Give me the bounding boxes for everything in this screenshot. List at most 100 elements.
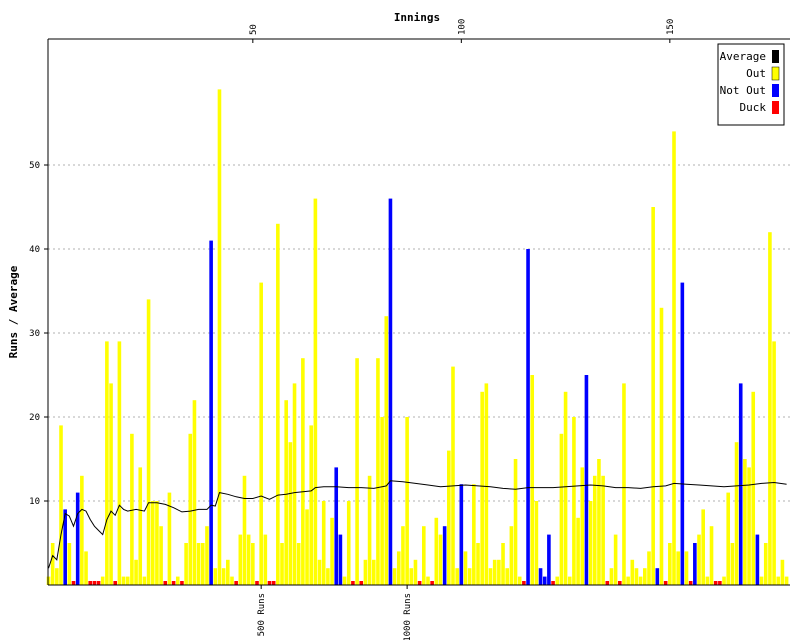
y-axis-title: Runs / Average [7,265,20,358]
out-bar [784,576,789,585]
out-bar [217,89,222,586]
out-bar [155,501,159,585]
out-bar [242,475,247,585]
not-out-bar [75,492,80,585]
out-bar [559,433,564,585]
out-bar [438,534,443,585]
out-bar [125,576,130,585]
out-bar [226,559,230,585]
out-bar [722,576,726,585]
duck-bar [171,581,176,585]
average-line [48,480,787,569]
out-bar [747,467,751,585]
out-bar [413,559,418,585]
out-bar [780,559,785,585]
out-bar [259,282,263,585]
not-out-bar [738,383,743,585]
grid-lines [48,164,790,502]
out-bar [409,568,414,585]
out-bar [634,568,639,585]
y-tick-label: 40 [29,245,40,255]
out-bar [392,568,397,585]
out-bar [576,517,580,585]
out-bar [480,391,484,585]
y-tick-label: 20 [29,413,40,423]
out-bar [563,391,568,585]
out-bar [317,559,322,585]
out-bar [221,568,226,585]
out-bar [734,442,739,585]
out-bar [697,534,701,585]
out-bar [701,509,705,585]
out-bar [730,543,735,585]
not-out-bar [459,484,464,585]
out-bar [142,576,147,585]
out-bar [251,543,255,585]
duck-bar [267,581,272,585]
out-bar [451,366,455,585]
x-tick-label: 100 [457,19,467,35]
out-bar [213,568,218,585]
milestone-labels: 500 Runs 1000 Runs [257,585,413,640]
out-bar [597,459,601,585]
out-bar [505,568,509,585]
out-bar [205,526,209,585]
out-bar [763,543,768,585]
out-bar [84,551,88,585]
out-bar [647,551,651,585]
out-bar [100,576,105,585]
out-bar [613,534,618,585]
x-axis-title: Innings [394,11,440,24]
duck-bar [255,581,259,585]
out-bar [292,383,297,585]
out-bar [643,568,647,585]
out-bar [305,509,309,585]
y-tick-label: 50 [29,161,40,171]
out-bar [463,551,468,585]
out-bar [367,475,372,585]
legend-swatch-not-out [772,84,779,97]
out-bar [175,576,180,585]
out-bar [638,576,643,585]
out-bar [384,316,389,585]
out-bar [759,576,764,585]
out-bar [263,534,268,585]
innings-bars [46,89,789,586]
out-bar [200,543,205,585]
duck-bar [234,581,238,585]
not-out-bar [680,282,685,585]
duck-bar [551,581,555,585]
out-bar [534,501,539,585]
legend-label-duck: Duck [740,101,767,114]
out-bar [80,475,84,585]
out-bar [184,543,188,585]
out-bar [130,433,134,585]
out-bar [567,576,572,585]
out-bar [309,425,314,585]
out-bar [588,501,593,585]
out-bar [484,383,489,585]
out-bar [422,526,426,585]
duck-bar [92,581,97,585]
out-bar [230,576,234,585]
out-bar [768,232,772,585]
out-bar [346,501,351,585]
duck-bar [688,581,693,585]
out-bar [342,576,347,585]
out-bar [355,358,359,585]
out-bar [684,551,689,585]
legend-swatch-out [771,66,780,81]
out-bar [188,433,193,585]
milestone-label: 1000 Runs [403,593,413,640]
not-out-bar [209,240,213,585]
out-bar [376,358,380,585]
not-out-bar [442,526,447,585]
out-bar [380,417,384,585]
out-bar [159,526,163,585]
legend-swatch-average [772,50,779,63]
out-bar [492,559,497,585]
x-tick-label: 50 [249,24,259,35]
out-bar [330,517,334,585]
duck-bar [163,581,168,585]
